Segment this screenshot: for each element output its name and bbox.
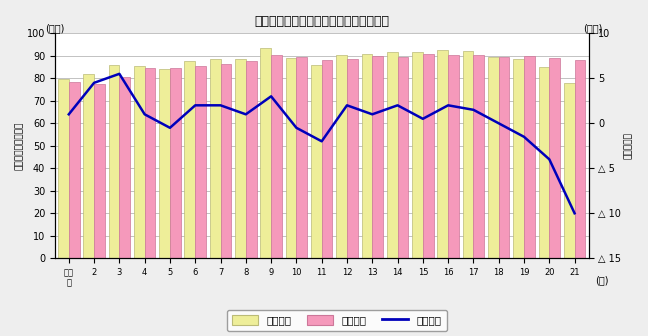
Y-axis label: 転入者数・転出者数: 転入者数・転出者数 bbox=[15, 122, 24, 170]
Bar bbox=[94, 84, 105, 258]
Bar bbox=[84, 74, 94, 258]
Title: 転入者数、転出者数及び社会動態の推移: 転入者数、転出者数及び社会動態の推移 bbox=[254, 15, 389, 28]
Bar bbox=[311, 65, 321, 258]
Bar bbox=[170, 68, 181, 258]
Bar bbox=[423, 53, 434, 258]
Bar bbox=[220, 64, 231, 258]
Bar bbox=[119, 77, 130, 258]
Bar bbox=[448, 55, 459, 258]
Legend: 転入者数, 転出者数, 社会動態: 転入者数, 転出者数, 社会動態 bbox=[227, 309, 447, 331]
Bar bbox=[58, 79, 69, 258]
Bar bbox=[499, 57, 509, 258]
Bar bbox=[271, 55, 282, 258]
Bar bbox=[362, 53, 372, 258]
Bar bbox=[387, 52, 398, 258]
Bar bbox=[134, 66, 145, 258]
Bar bbox=[195, 66, 206, 258]
Bar bbox=[235, 59, 246, 258]
Bar bbox=[286, 58, 296, 258]
Bar bbox=[437, 50, 448, 258]
Bar bbox=[145, 68, 156, 258]
Bar bbox=[210, 59, 220, 258]
Bar bbox=[474, 55, 484, 258]
Bar bbox=[296, 57, 307, 258]
Bar bbox=[524, 56, 535, 258]
Bar bbox=[538, 67, 550, 258]
Bar bbox=[550, 58, 560, 258]
Bar bbox=[69, 82, 80, 258]
Bar bbox=[336, 55, 347, 258]
Bar bbox=[321, 60, 332, 258]
Bar bbox=[564, 83, 575, 258]
Y-axis label: 社会動態数: 社会動態数 bbox=[624, 132, 633, 159]
Text: (千人): (千人) bbox=[583, 24, 603, 34]
Bar bbox=[246, 61, 257, 258]
Bar bbox=[575, 60, 585, 258]
Text: (千人): (千人) bbox=[45, 24, 65, 34]
Bar bbox=[185, 61, 195, 258]
Bar bbox=[109, 65, 119, 258]
Bar bbox=[398, 57, 408, 258]
Bar bbox=[347, 59, 358, 258]
Bar bbox=[488, 57, 499, 258]
Bar bbox=[412, 52, 423, 258]
Bar bbox=[513, 59, 524, 258]
Bar bbox=[260, 48, 271, 258]
Bar bbox=[372, 56, 383, 258]
Bar bbox=[463, 51, 474, 258]
Text: (年): (年) bbox=[596, 275, 609, 285]
Bar bbox=[159, 69, 170, 258]
